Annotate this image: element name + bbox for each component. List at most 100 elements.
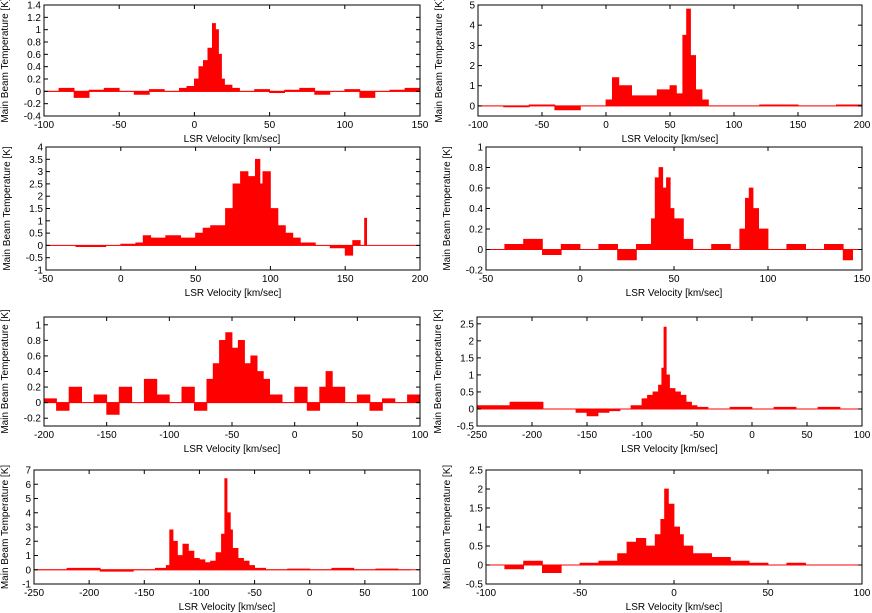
x-tick-label: 50: [190, 274, 202, 285]
y-tick-label: 1: [477, 143, 483, 154]
spectrum-panel-7: -250 -200 -150 -100 -50 0 50 100 -1 0 1 2 3 4 5 6 7 LSR V…: [0, 465, 429, 613]
y-tick-label: 2: [469, 61, 475, 72]
x-tick-label: -50: [479, 274, 494, 285]
y-tick-label: 2: [477, 485, 483, 496]
y-tick-label: 2: [468, 336, 474, 347]
spectrum-panel-1: -100 -50 0 50 100 150-0.4-0.200.20.40.60.811.…: [0, 0, 429, 145]
y-tick-label: 0.8: [27, 336, 41, 347]
y-tick-label: -0.5: [466, 580, 484, 591]
y-tick-label: 4: [469, 21, 475, 32]
y-tick-label: 0.8: [27, 38, 41, 49]
y-tick-label: 6: [25, 480, 31, 491]
x-tick-label: -200: [34, 430, 54, 441]
x-tick-label: 200: [412, 274, 429, 285]
y-tick-label: 0.5: [29, 229, 43, 240]
y-tick-label: 3: [25, 523, 31, 534]
x-tick-label: 150: [790, 120, 807, 131]
y-tick-label: 1: [25, 551, 31, 562]
y-tick-label: 4: [25, 508, 31, 519]
x-tick-label: -50: [690, 430, 705, 441]
spectrum-panel-8: -100 -50 0 50 100 -0.5 0 0.5 1 1.5 2 2.5 LSR Velocit…: [442, 465, 871, 613]
y-tick-label: -0.5: [457, 422, 475, 433]
x-tick-label: 50: [664, 120, 676, 131]
y-axis-title: Main Beam Temperature [K]: [442, 146, 453, 271]
y-tick-label: 1.5: [29, 204, 43, 215]
x-tick-label: 100: [412, 430, 429, 441]
x-tick-label: -100: [468, 120, 488, 131]
y-axis-title: Main Beam Temperature [K]: [2, 146, 13, 271]
spectrum-area: [486, 167, 855, 261]
y-tick-label: -0.4: [24, 112, 42, 123]
y-tick-label: 0.6: [27, 351, 41, 362]
y-tick-label: 4: [37, 143, 43, 154]
x-tick-label: 50: [668, 274, 680, 285]
plot-frame: [476, 316, 863, 427]
spectrum-area: [478, 8, 862, 111]
y-tick-label: 3: [469, 41, 475, 52]
x-tick-label: -50: [39, 274, 54, 285]
x-axis-title: LSR Velocity [km/sec]: [621, 444, 718, 455]
y-tick-label: 7: [25, 466, 31, 477]
x-tick-label: 0: [118, 274, 124, 285]
x-tick-label: 0: [577, 274, 583, 285]
y-tick-label: 0.2: [27, 75, 41, 86]
x-tick-label: 0: [292, 430, 298, 441]
y-axis-title: Main Beam Temperature [K]: [442, 465, 453, 590]
x-tick-label: -200: [79, 588, 99, 599]
y-tick-label: 5: [469, 1, 475, 12]
spectrum-area: [44, 23, 420, 98]
y-tick-label: 2.5: [460, 319, 474, 330]
y-tick-label: 1.2: [27, 13, 41, 24]
x-tick-label: -150: [97, 430, 117, 441]
y-tick-label: -1: [22, 580, 31, 591]
x-tick-label: 50: [264, 120, 276, 131]
y-tick-label: 2: [37, 192, 43, 203]
y-tick-label: 0.5: [469, 542, 483, 553]
x-tick-label: 100: [726, 120, 743, 131]
y-tick-label: 0.8: [469, 163, 483, 174]
x-axis-title: LSR Velocity [km/sec]: [622, 134, 719, 145]
x-tick-label: 100: [412, 588, 429, 599]
y-tick-label: 0.2: [469, 225, 483, 236]
y-tick-label: 0: [35, 398, 41, 409]
x-tick-label: 100: [854, 588, 871, 599]
spectrum-area: [486, 488, 808, 573]
y-tick-label: 3: [37, 167, 43, 178]
y-tick-label: -1: [34, 266, 43, 277]
x-tick-label: 100: [262, 274, 279, 285]
x-tick-label: -50: [535, 120, 550, 131]
y-tick-label: 1: [35, 25, 41, 36]
spectrum-area: [44, 332, 420, 415]
y-tick-label: 1: [35, 320, 41, 331]
x-tick-label: 50: [801, 430, 813, 441]
x-tick-label: -100: [34, 120, 54, 131]
x-tick-label: 0: [192, 120, 198, 131]
x-tick-label: 150: [854, 274, 871, 285]
y-tick-label: 0.4: [27, 62, 41, 73]
y-tick-label: 1: [469, 81, 475, 92]
x-tick-label: 100: [854, 430, 871, 441]
x-tick-label: -150: [134, 588, 154, 599]
x-axis-title: LSR Velocity [km/sec]: [179, 602, 276, 613]
x-tick-label: 0: [671, 588, 677, 599]
x-tick-label: 0: [307, 588, 313, 599]
x-tick-label: -150: [577, 430, 597, 441]
y-axis-title: Main Beam Temperature [K]: [433, 309, 444, 434]
x-axis-title: LSR Velocity [km/sec]: [626, 288, 723, 299]
y-axis-title: Main Beam Temperature [K]: [0, 465, 11, 590]
y-tick-label: 0.2: [27, 383, 41, 394]
y-tick-label: 0: [35, 87, 41, 98]
x-tick-label: 100: [760, 274, 777, 285]
y-axis-title: Main Beam Temperature [K]: [0, 0, 11, 123]
x-tick-label: -100: [159, 430, 179, 441]
y-tick-label: 0.4: [27, 367, 41, 378]
y-tick-label: 1.5: [460, 353, 474, 364]
y-tick-label: 2.5: [29, 179, 43, 190]
x-tick-label: 150: [412, 120, 429, 131]
x-tick-label: 0: [603, 120, 609, 131]
spectrum-panel-2: -100 -50 0 50 100 150 200 0 1 2 3 4 5 LSR Velocity [k…: [434, 0, 871, 145]
plot-frame: [43, 4, 421, 117]
y-tick-label: -0.5: [26, 253, 44, 264]
x-tick-label: 100: [336, 120, 353, 131]
